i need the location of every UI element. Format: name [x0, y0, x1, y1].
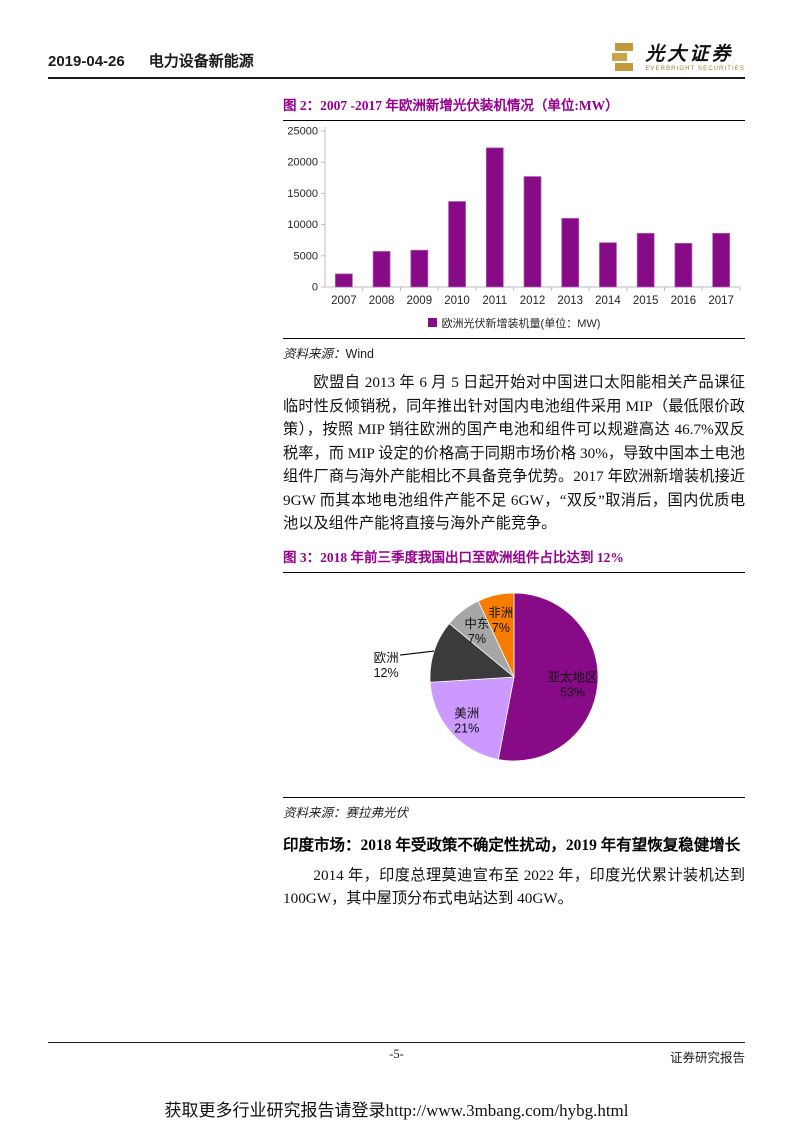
bar-2008 [372, 251, 391, 288]
bar-2016 [674, 242, 693, 288]
bar-2010 [448, 201, 466, 288]
pie-label-中东: 中东 7% [464, 616, 489, 646]
x-tick-label: 2015 [633, 295, 659, 307]
x-tick-label: 2008 [369, 295, 395, 307]
bar-2011 [485, 147, 504, 288]
legend-swatch [427, 318, 437, 327]
bar-2015 [636, 232, 655, 288]
bar-2009 [410, 249, 429, 288]
y-tick-label: 15000 [287, 188, 318, 200]
figure-3-caption: 图 3：2018 年前三季度我国出口至欧洲组件占比达到 12% [283, 544, 745, 573]
pie-leader-line [400, 649, 435, 656]
legend-label: 欧洲光伏新增装机量(单位：MW) [441, 317, 601, 330]
pie-slice-美洲 [429, 676, 515, 760]
y-tick-label: 25000 [287, 126, 318, 138]
y-tick-label: 5000 [294, 250, 318, 262]
pie-chart: 亚太地区 53% 美洲 21% 欧洲 12% 中东 7% 非洲 7% [283, 577, 745, 789]
bar-2014 [599, 242, 617, 288]
figure-3: 图 3：2018 年前三季度我国出口至欧洲组件占比达到 12% 亚太地区 53% 美… [283, 544, 745, 821]
header-left: 2019-04-26 电力设备新能源 [48, 50, 254, 77]
source-value: Wind [345, 347, 374, 361]
x-tick-label: 2011 [482, 295, 507, 307]
everbright-logo-icon [612, 43, 638, 73]
footer-report-type: 证券研究报告 [669, 1051, 745, 1065]
x-tick-label: 2010 [444, 295, 470, 307]
x-tick-label: 2009 [407, 295, 433, 307]
x-tick-label: 2012 [520, 295, 546, 307]
pie-slice-欧洲 [429, 622, 515, 683]
x-tick-label: 2017 [708, 295, 734, 307]
main-content: 图 2：2007 -2017 年欧洲新增光伏装机情况（单位:MW） 0 5000 1… [283, 92, 745, 911]
report-section: 电力设备新能源 [148, 53, 254, 70]
pie-slice-非洲 [477, 592, 515, 677]
bar-2017 [712, 232, 731, 288]
y-tick-label: 10000 [287, 219, 318, 231]
bar-chart: 0 5000 10000 15000 20000 25000 2007 2008 2009 201… [283, 125, 745, 315]
india-market-heading: 印度市场：2018 年受政策不确定性扰动，2019 年有望恢复稳健增长 [283, 836, 741, 854]
bar-2013 [561, 217, 580, 288]
y-tick-label: 0 [312, 282, 318, 294]
pie-slice-亚太地区 [497, 592, 599, 761]
paragraph-india: 2014 年，印度总理莫迪宣布至 2022 年，印度光伏累计装机达到 100GW… [283, 866, 745, 908]
x-tick-label: 2013 [557, 295, 583, 307]
brand-logo: 光大证券 EVERBRIGHT SECURITIES [612, 43, 745, 77]
x-tick-label: 2014 [595, 295, 621, 307]
source-label: 资料来源： [283, 347, 346, 361]
source-label: 资料来源： [283, 805, 346, 820]
y-tick-label: 20000 [287, 157, 318, 169]
source-value: 赛拉弗光伏 [345, 805, 409, 820]
pie-label-亚太地区: 亚太地区 53% [548, 669, 598, 699]
pie-label-美洲: 美洲 21% [454, 706, 479, 735]
brand-name-cn: 光大证券 [645, 43, 734, 65]
brand-logo-text: 光大证券 EVERBRIGHT SECURITIES [645, 45, 745, 72]
figure-2-source: 资料来源：Wind [283, 338, 745, 362]
watermark-text: 获取更多行业研究报告请登录http://www.3mbang.com/hybg.… [164, 1101, 629, 1120]
report-date: 2019-04-26 [48, 53, 125, 70]
page-footer: -5- 证券研究报告 [48, 1042, 745, 1065]
x-tick-label: 2007 [331, 295, 357, 307]
figure-2: 图 2：2007 -2017 年欧洲新增光伏装机情况（单位:MW） 0 5000 1… [283, 92, 745, 362]
x-tick-label: 2016 [671, 295, 697, 307]
page-number: -5- [389, 1047, 404, 1061]
bar-chart-svg: 0 5000 10000 15000 20000 25000 2007 2008 2009 201… [287, 126, 741, 307]
pie-chart-svg: 亚太地区 53% 美洲 21% 欧洲 12% 中东 7%非洲 7% [374, 592, 599, 761]
page-header: 2019-04-26 电力设备新能源 光大证券 EVERBRIGHT SECUR… [48, 28, 745, 79]
paragraph-eu-policy: 欧盟自 2013 年 6 月 5 日起开始对中国进口太阳能相关产品课征临时性反倾… [283, 374, 745, 532]
figure-2-caption: 图 2：2007 -2017 年欧洲新增光伏装机情况（单位:MW） [283, 92, 745, 121]
bar-chart-legend: 欧洲光伏新增装机量(单位：MW) [283, 315, 745, 330]
bar-2012 [523, 176, 542, 288]
figure-3-source: 资料来源：赛拉弗光伏 [283, 796, 745, 821]
pie-label-欧洲: 欧洲 12% [374, 651, 399, 680]
pie-label-非洲: 非洲 7% [488, 605, 513, 634]
brand-name-en: EVERBRIGHT SECURITIES [645, 65, 745, 72]
bar-2007 [334, 273, 353, 288]
